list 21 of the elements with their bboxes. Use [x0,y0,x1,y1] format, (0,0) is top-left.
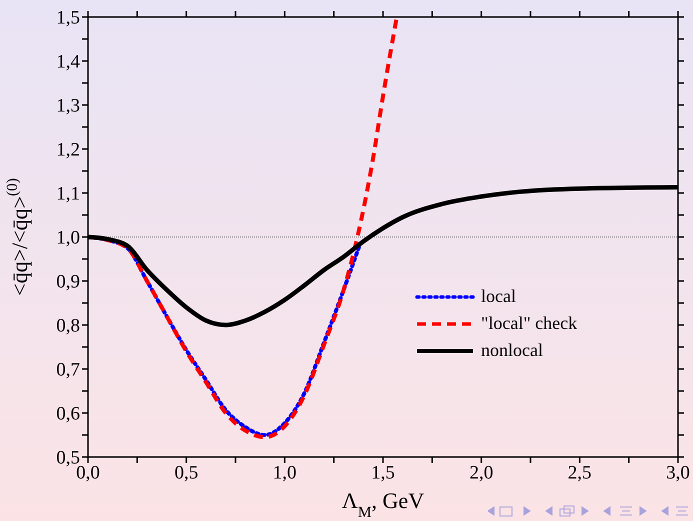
y-tick-label: 0,7 [56,360,80,381]
x-tick-label: 0,5 [174,462,198,484]
x-tick-label: 2,0 [469,462,494,484]
x-tick-label: 1,0 [272,462,297,484]
x-tick-label: 1,5 [371,462,395,484]
legend-label: local [481,286,516,307]
y-tick-label: 1,4 [56,52,80,73]
y-tick-label: 1,1 [56,184,80,205]
y-tick-label: 0,9 [56,272,80,293]
x-tick-label: 0,0 [76,462,100,484]
legend-label: "local" check [481,313,578,334]
legend-label: nonlocal [481,340,543,361]
y-tick-label: 1,2 [56,140,80,161]
x-tick-label: 2,5 [568,462,592,484]
y-tick-label: 0,8 [56,316,80,337]
y-tick-label: 1,3 [56,96,80,117]
y-tick-label: 0,6 [56,404,80,425]
y-tick-label: 1,0 [56,228,80,249]
x-tick-label: 3,0 [666,462,690,484]
y-tick-label: 1,5 [56,8,80,29]
x-axis-title: Λ$_{M}$, GeV [342,488,424,520]
